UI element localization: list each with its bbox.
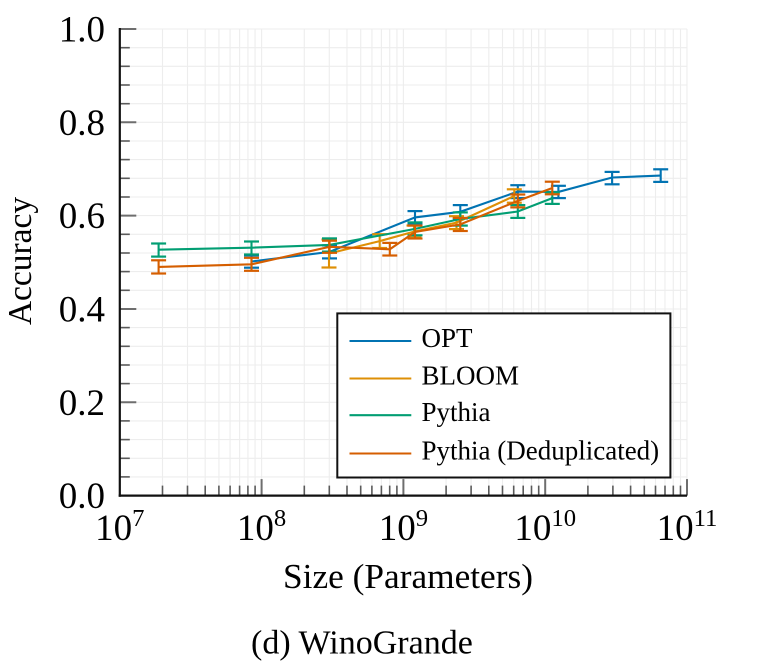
svg-text:Pythia (Deduplicated): Pythia (Deduplicated) (422, 435, 660, 465)
svg-text:0.6: 0.6 (59, 196, 105, 237)
svg-text:BLOOM: BLOOM (422, 360, 520, 390)
svg-text:0.4: 0.4 (59, 290, 105, 331)
svg-text:0.2: 0.2 (59, 383, 105, 424)
svg-text:0.0: 0.0 (59, 476, 105, 517)
svg-text:Accuracy: Accuracy (2, 197, 39, 326)
svg-text:Size (Parameters): Size (Parameters) (283, 557, 533, 596)
svg-text:1.0: 1.0 (59, 10, 105, 51)
svg-text:(d) WinoGrande: (d) WinoGrande (251, 625, 473, 662)
svg-text:108: 108 (237, 505, 286, 549)
svg-text:0.8: 0.8 (59, 103, 105, 144)
svg-text:Pythia: Pythia (422, 397, 491, 427)
svg-text:OPT: OPT (422, 323, 474, 353)
